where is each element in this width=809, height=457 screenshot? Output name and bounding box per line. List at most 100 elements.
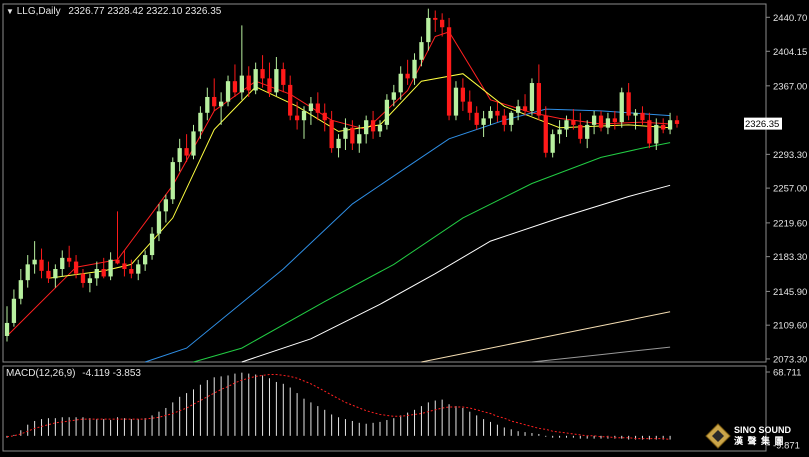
candle (453, 81, 459, 121)
candle-body (115, 259, 120, 264)
candle (647, 112, 652, 149)
candle-body (509, 112, 514, 125)
candle-body (322, 112, 327, 121)
candle-body (267, 78, 272, 93)
candle (87, 273, 93, 293)
candle-body (281, 69, 286, 85)
candle-body (308, 103, 314, 111)
candle (474, 106, 479, 130)
candle (329, 110, 334, 153)
candle (191, 124, 196, 160)
candle-body (571, 120, 576, 125)
candle (156, 203, 162, 242)
candle (433, 10, 438, 32)
candle (405, 59, 410, 85)
candle-body (543, 115, 548, 153)
candle (391, 84, 396, 107)
candle (612, 110, 617, 130)
macd-values: -4.119 -3.853 (82, 368, 141, 379)
candle (18, 269, 23, 305)
candle-body (522, 106, 528, 111)
ma-line-ma_120 (241, 184, 671, 363)
candle (315, 92, 320, 121)
candle (384, 94, 390, 130)
candle (626, 83, 631, 121)
candle (80, 269, 86, 288)
price-tick-label: 2183.30 (773, 252, 807, 263)
candle (198, 106, 203, 139)
candle (398, 66, 403, 100)
candle-body (564, 120, 569, 130)
candle-body (433, 17, 438, 20)
chart-frame (2, 3, 767, 452)
candle-body (426, 17, 431, 43)
candle (550, 129, 555, 158)
candle-body (108, 259, 113, 277)
candle-body (143, 255, 148, 265)
candle (122, 250, 127, 277)
candle-body (198, 112, 203, 132)
candle-body (591, 115, 597, 125)
macd-tick-label: -9.871 (773, 441, 800, 452)
candle-body (163, 199, 169, 212)
candle (143, 250, 148, 271)
candle (343, 118, 348, 150)
candle (488, 106, 493, 125)
candle-body (440, 19, 445, 28)
macd-signal-line (6, 374, 671, 440)
candle-body (315, 103, 320, 113)
candle-body (94, 269, 99, 279)
ma-line-ma_slow (48, 73, 671, 279)
candle (246, 66, 251, 97)
macd-header: MACD(12,26,9) -4.119 -3.853 (6, 368, 141, 380)
candle (502, 109, 507, 132)
candle-body (585, 124, 590, 139)
candle (419, 36, 424, 67)
candle-body (301, 110, 307, 121)
macd-signal-path (6, 374, 671, 440)
candle (25, 255, 30, 288)
candle (239, 25, 244, 100)
candle (94, 261, 99, 286)
watermark: SINO SOUND 漢 聲 集 團 (734, 425, 791, 447)
candle-body (336, 138, 341, 149)
price-tick-label: 2109.60 (773, 321, 807, 332)
candle-body (515, 106, 521, 113)
candle (232, 64, 238, 97)
candle (674, 115, 680, 128)
candle-body (598, 115, 604, 128)
candle-body (674, 120, 680, 124)
candle-body (11, 298, 17, 323)
candle-body (391, 92, 396, 100)
macd-histogram (6, 372, 671, 440)
candle-body (578, 124, 583, 139)
candle (274, 57, 279, 97)
candle-body (619, 92, 624, 123)
candle (370, 110, 376, 139)
ma-line-ma_30 (144, 108, 671, 363)
moving-average-lines (6, 31, 671, 363)
candle (60, 250, 65, 277)
candle (267, 62, 272, 97)
candle (605, 112, 611, 135)
candle-body (191, 131, 196, 156)
collapse-triangle-icon[interactable]: ▼ (6, 7, 14, 16)
candle (53, 264, 58, 288)
candle (509, 110, 514, 132)
price-tick-label: 2440.70 (773, 13, 807, 24)
candle-body (184, 148, 189, 156)
candle-body (557, 129, 562, 135)
logo-diamond-inner-icon (712, 430, 724, 442)
candle-body (329, 120, 334, 149)
candle-body (205, 96, 210, 113)
candle (136, 259, 141, 281)
candle-body (419, 42, 424, 60)
candle (294, 101, 300, 130)
macd-axis: 68.711 -9.871 (766, 368, 801, 452)
candle-body (605, 118, 611, 128)
candle (619, 87, 624, 128)
candle (4, 306, 10, 342)
candle (184, 134, 189, 163)
candle (115, 211, 120, 265)
candle-body (481, 118, 486, 125)
